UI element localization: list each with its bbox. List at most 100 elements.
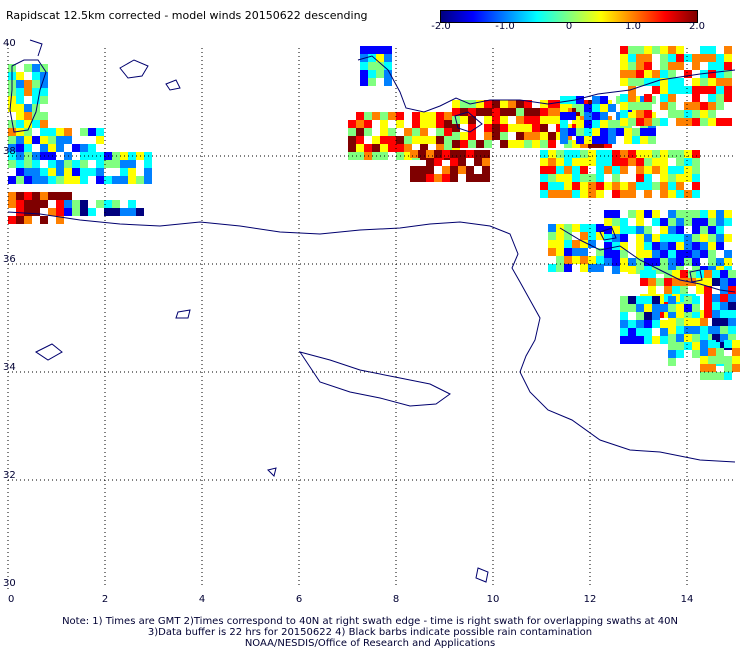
swath-cell: [652, 166, 660, 174]
swath-cell: [692, 234, 700, 242]
swath-cell: [620, 78, 628, 86]
swath-cell: [628, 118, 636, 126]
swath-cell: [434, 174, 442, 182]
swath-cell: [684, 342, 692, 350]
swath-cell: [16, 216, 24, 224]
swath-cell: [620, 250, 628, 258]
swath-cell: [720, 294, 728, 302]
swath-cell: [360, 78, 368, 86]
swath-cell: [560, 128, 568, 136]
coast-island-e: [267, 467, 277, 477]
swath-cell: [32, 104, 40, 112]
swath-cell: [636, 70, 644, 78]
swath-cell: [32, 88, 40, 96]
swath-cell: [700, 118, 708, 126]
swath-cell: [660, 182, 668, 190]
swath-cell: [724, 250, 732, 258]
swath-cell: [128, 200, 136, 208]
swath-cell: [16, 104, 24, 112]
swath-cell: [24, 104, 32, 112]
swath-cell: [492, 124, 500, 132]
swath-cell: [728, 310, 736, 318]
swath-cell: [708, 242, 716, 250]
swath-cell: [644, 328, 652, 336]
swath-cell: [676, 86, 684, 94]
swath-cell: [720, 310, 728, 318]
swath-cell: [604, 258, 612, 266]
swath-cell: [676, 78, 684, 86]
swath-cell: [596, 190, 604, 198]
swath-cell: [620, 296, 628, 304]
swath-cell: [620, 54, 628, 62]
x-tick-label: 12: [584, 594, 597, 605]
swath-cell: [700, 110, 708, 118]
swath-cell: [612, 258, 620, 266]
swath-cell: [728, 270, 736, 278]
swath-cell: [540, 116, 548, 124]
swath-cell: [560, 112, 568, 120]
swath-cell: [684, 312, 692, 320]
swath-cell: [436, 112, 444, 120]
swath-cell: [652, 150, 660, 158]
swath-cell: [624, 128, 632, 136]
swath-cell: [508, 108, 516, 116]
swath-cell: [436, 128, 444, 136]
swath-cell: [572, 224, 580, 232]
swath-cell: [732, 364, 740, 372]
swath-cell: [556, 150, 564, 158]
swath-cell: [676, 242, 684, 250]
swath-cell: [16, 200, 24, 208]
swath-cell: [584, 136, 592, 144]
coast-island-b: [165, 79, 181, 91]
swath-cell: [418, 174, 426, 182]
swath-cell: [620, 158, 628, 166]
swath-cell: [596, 150, 604, 158]
swath-cell: [516, 132, 524, 140]
swath-cell: [468, 124, 476, 132]
swath-cell: [708, 364, 716, 372]
swath-cell: [708, 372, 716, 380]
swath-cell: [668, 342, 676, 350]
swath-cell: [704, 294, 712, 302]
swath-cell: [80, 160, 88, 168]
swath-cell: [664, 286, 672, 294]
swath-cell: [572, 158, 580, 166]
swath-cell: [700, 250, 708, 258]
swath-cell: [80, 200, 88, 208]
swath-cell: [572, 182, 580, 190]
swath-cell: [604, 218, 612, 226]
swath-cell: [460, 100, 468, 108]
x-tick-label: 2: [102, 594, 108, 605]
swath-cell: [442, 166, 450, 174]
swath-cell: [720, 302, 728, 310]
swath-cell: [540, 166, 548, 174]
swath-cell: [592, 120, 600, 128]
swath-cell: [444, 128, 452, 136]
swath-cell: [724, 70, 732, 78]
swath-cell: [692, 150, 700, 158]
swath-cell: [596, 158, 604, 166]
coast-island-c: [175, 309, 191, 319]
swath-cell: [592, 136, 600, 144]
swath-cell: [612, 226, 620, 234]
swath-cell: [664, 278, 672, 286]
swath-cell: [636, 166, 644, 174]
swath-cell: [612, 242, 620, 250]
swath-cell: [404, 144, 412, 152]
swath-cell: [368, 62, 376, 70]
swath-cell: [720, 270, 728, 278]
swath-cell: [596, 232, 604, 240]
swath-cell: [482, 158, 490, 166]
swath-cell: [508, 124, 516, 132]
swath-cell: [700, 226, 708, 234]
swath-cell: [24, 136, 32, 144]
swath-cell: [380, 112, 388, 120]
swath-cell: [692, 318, 700, 326]
swath-cell: [8, 160, 16, 168]
swath-cell: [660, 166, 668, 174]
swath-cell: [716, 210, 724, 218]
swath-cell: [64, 136, 72, 144]
swath-cell: [556, 166, 564, 174]
swath-cell: [64, 208, 72, 216]
swath-cell: [48, 168, 56, 176]
